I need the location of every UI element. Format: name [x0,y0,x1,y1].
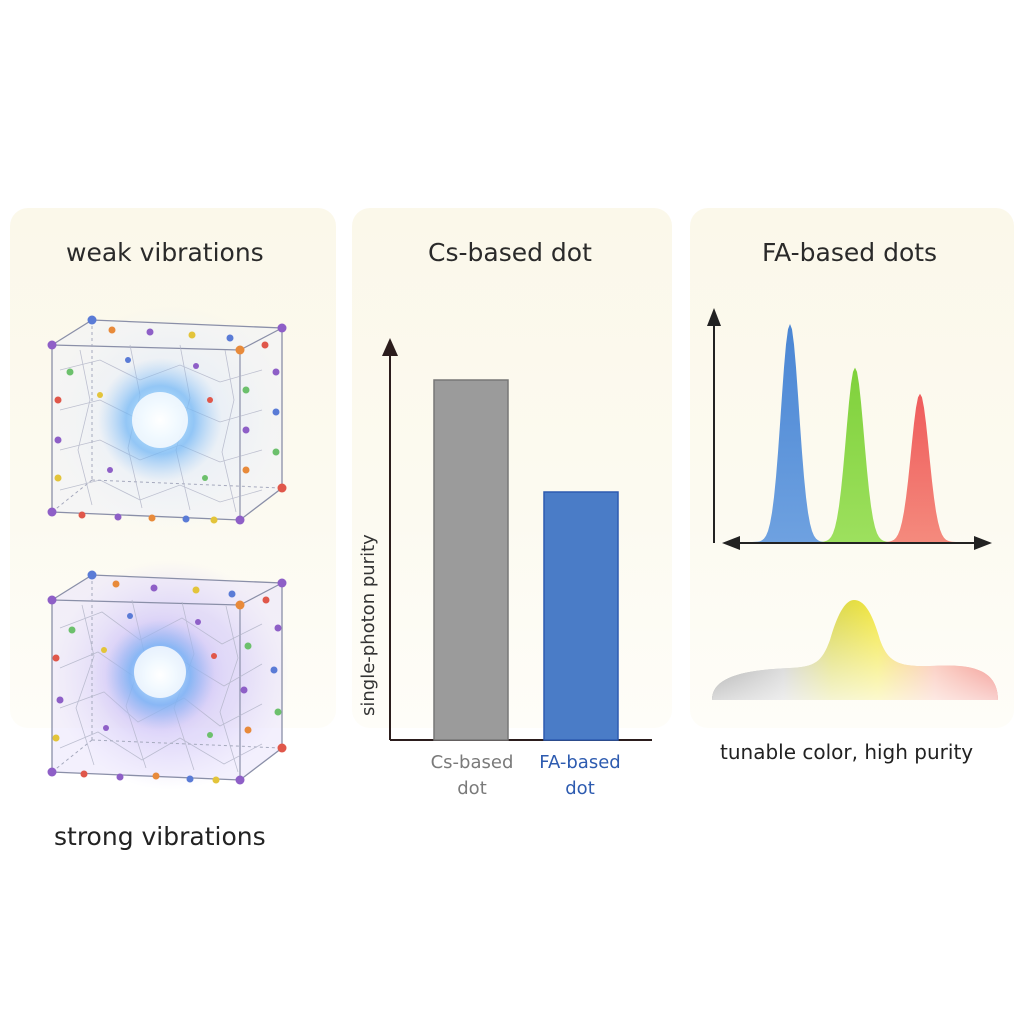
bar-fa-based-dot [543,491,619,741]
bar-cs-based-dot [433,379,509,741]
caption-strong-vibrations: strong vibrations [54,822,266,851]
bar-label-cs-line2: dot [457,778,487,799]
broad-spectrum-fade [712,600,998,700]
emission-peak-red [872,393,968,542]
peaks-x-right-arrowhead [974,536,992,550]
y-axis-arrowhead [382,338,398,356]
peaks-x-left-arrowhead [722,536,740,550]
caption-tunable-color: tunable color, high purity [720,740,974,764]
panel-title-weak-vibrations: weak vibrations [66,238,264,267]
emission-peak-green [807,367,903,542]
peaks-y-arrowhead [707,308,721,326]
panel-title-cs-based-dot: Cs-based dot [428,238,592,267]
bar-label-fa-line2: dot [565,778,595,799]
bar-label-cs-line1: Cs-based [430,752,514,773]
bar-label-fa-line1: FA-based [539,752,621,773]
emission-peak-blue [742,324,838,542]
panel-title-fa-based-dots: FA-based dots [762,238,938,267]
